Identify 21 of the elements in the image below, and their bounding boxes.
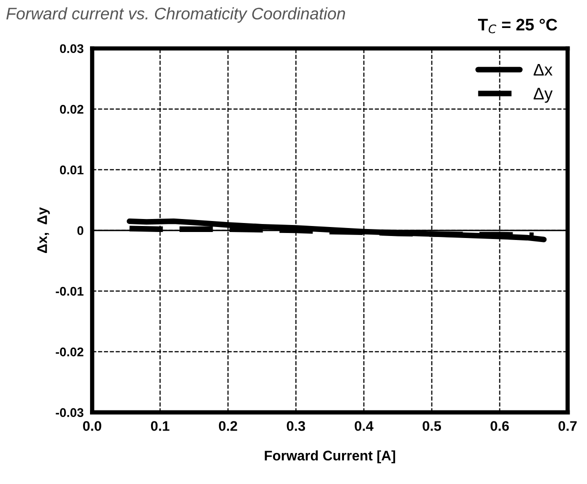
y-tick-label: -0.01 — [56, 286, 84, 296]
y-axis-title: Δx, Δy — [37, 207, 50, 254]
x-tick-label: 0.4 — [354, 421, 374, 431]
x-tick-label: 0.7 — [558, 421, 577, 431]
x-tick-label: 0.0 — [83, 421, 102, 431]
legend-label: Δx — [534, 64, 552, 76]
y-tick-label: -0.02 — [56, 348, 84, 356]
chart-subtitle: T$_{C}$ = 25 °C — [478, 18, 558, 34]
y-tick-label: 0 — [77, 226, 84, 236]
x-tick-label: 0.6 — [490, 421, 509, 431]
chart-title: Forward current vs. Chromaticity Coordination — [6, 7, 346, 23]
y-tick-label: 0.01 — [60, 166, 84, 174]
x-tick-label: 0.1 — [150, 421, 170, 431]
x-tick-label: 0.3 — [286, 421, 306, 431]
legend-label: Δy — [534, 88, 553, 103]
x-axis-title: Forward Current [A] — [264, 450, 396, 464]
y-tick-label: 0.02 — [60, 104, 84, 114]
x-tick-label: 0.5 — [422, 421, 442, 431]
y-tick-label: 0.03 — [60, 44, 84, 54]
x-tick-label: 0.2 — [218, 421, 238, 431]
y-tick-label: -0.03 — [56, 408, 84, 418]
